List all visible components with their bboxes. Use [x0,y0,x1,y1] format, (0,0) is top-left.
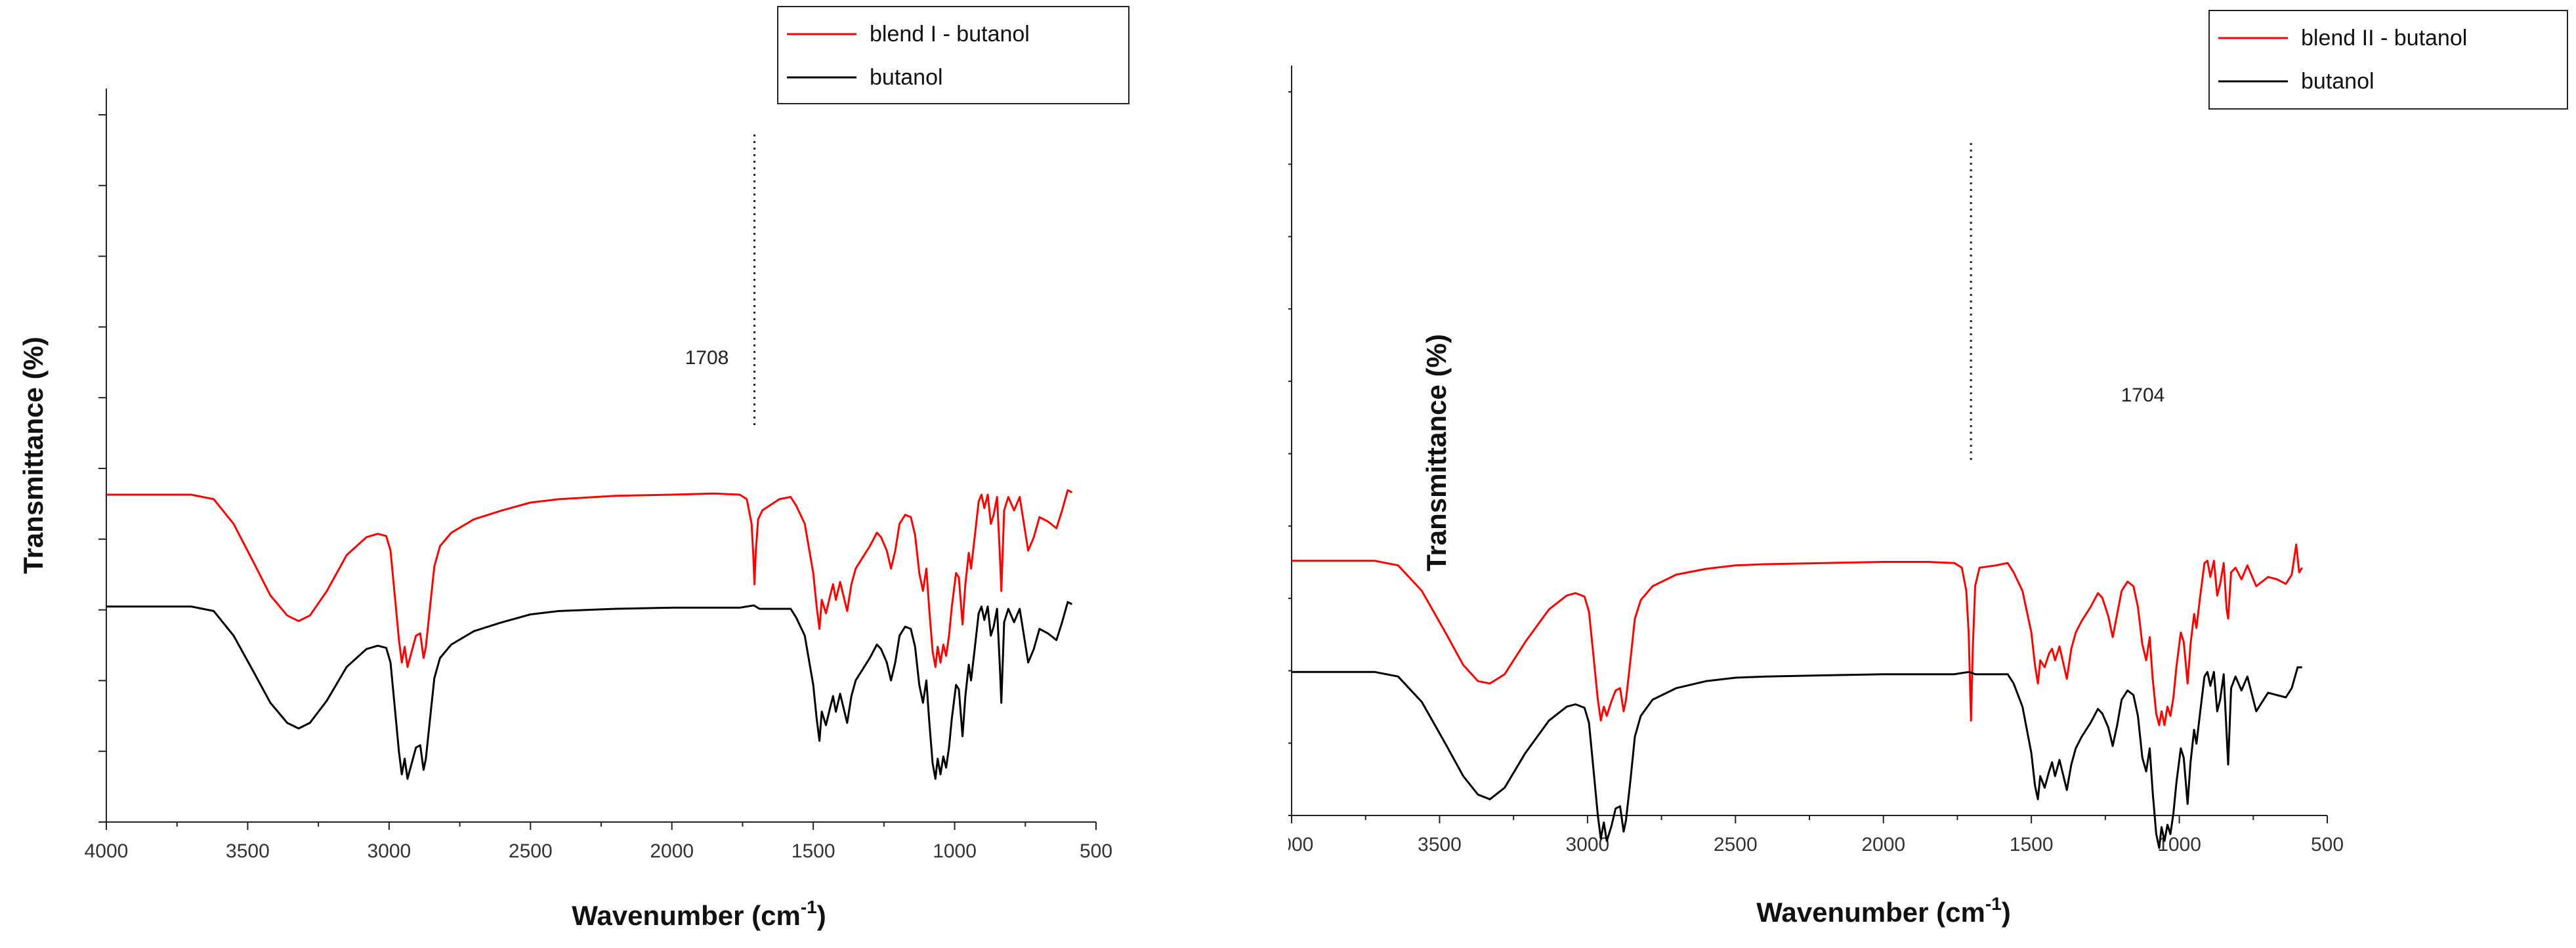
legend-box [2208,10,2568,110]
legend-label: butanol [2301,69,2375,94]
x-tick-label: 4000 [85,840,129,862]
x-tick-label: 2000 [650,840,694,862]
x-tick-label: 3000 [367,840,411,862]
x-axis-title-superscript: -1 [801,897,817,917]
x-axis-title-end: ) [817,900,826,931]
chart-panel-left: 4000 3500 3000 2500 2000 1500 1000 500 Wavenumbe… [0,0,1286,945]
x-tick-label: 1000 [933,840,977,862]
legend-box [777,6,1130,104]
legend-label: blend I - butanol [870,22,1030,47]
x-axis-title: Wavenumber (cm-1) [1756,894,2010,928]
series-line-blend [1292,543,2303,726]
x-axis-title-text: Wavenumber (cm [572,900,801,931]
y-axis-title: Transmittance (%) [1421,334,1452,571]
x-tick-label: 4000 [1288,834,1313,855]
y-axis-title: Transmittance (%) [18,337,49,574]
legend-label: blend II - butanol [2301,26,2467,51]
series-line-butanol [106,601,1073,780]
legend-label: butanol [870,65,943,90]
x-tick-label: 3500 [1418,834,1462,855]
peak-annotation-label: 1708 [685,347,729,369]
x-tick-label: 500 [1080,840,1112,862]
series-line-blend [106,489,1073,669]
x-tick-label: 3500 [226,840,270,862]
x-axis-title-superscript: -1 [1985,894,2002,914]
series-line-butanol [1292,666,2302,849]
x-tick-label: 2500 [509,840,553,862]
x-axis-title-text: Wavenumber (cm [1756,897,1985,928]
ftir-chart-blend-i: 4000 3500 3000 2500 2000 1500 1000 500 Wavenumbe… [18,6,1130,931]
x-tick-label: 1500 [792,840,835,862]
peak-annotation-label: 1704 [2121,384,2165,406]
x-tick-label: 1500 [2010,834,2054,855]
x-tick-label: 2000 [1861,834,1905,855]
x-axis-title-end: ) [2002,897,2011,928]
chart-panel-right: 4000350030002500200015001000500Wavenumbe… [1270,0,2575,945]
x-tick-label: 2500 [1714,834,1758,855]
x-axis-title: Wavenumber (cm-1) [572,897,826,931]
ftir-chart-blend-ii: 4000350030002500200015001000500Wavenumbe… [1270,10,2568,928]
x-tick-label: 500 [2311,834,2344,855]
x-tick-label: 3000 [1565,834,1609,855]
